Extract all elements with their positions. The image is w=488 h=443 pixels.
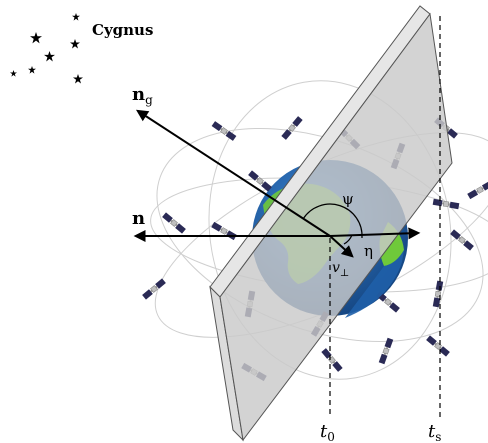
- psi-label: ψ: [342, 190, 354, 208]
- t0-label: t0: [320, 421, 335, 443]
- star-icon: [70, 39, 80, 49]
- earth-front: [345, 250, 404, 318]
- satellite-icon: [432, 280, 444, 308]
- ng-vector: [135, 109, 331, 237]
- n-label: n: [132, 208, 145, 229]
- eta-arc: [343, 234, 353, 245]
- ts-label: ts: [428, 421, 441, 443]
- v-perp-vector: [329, 235, 354, 258]
- eta-label: η: [364, 242, 373, 260]
- satellite-icon: [425, 335, 451, 357]
- detector-plane: [209, 5, 453, 442]
- star-icon: [10, 70, 17, 77]
- time-lines: [329, 16, 441, 418]
- vectors: [133, 109, 421, 258]
- satellite-icon: [466, 180, 488, 200]
- satellite-icon: [210, 221, 238, 241]
- constellation-cygnus: Cygnus: [10, 13, 153, 84]
- psi-arc: [302, 203, 363, 239]
- star-icon: [73, 74, 83, 84]
- star-icon: [44, 51, 55, 62]
- star-icon: [28, 66, 36, 74]
- satellite-icon: [247, 170, 273, 192]
- v-perp-label: v⊥: [332, 260, 349, 279]
- satellite-icon: [321, 347, 343, 373]
- star-icon: [30, 32, 42, 44]
- star-icon: [72, 13, 80, 21]
- plane-normal-vector: [329, 227, 421, 240]
- satellite-icon: [281, 115, 303, 141]
- constellation-label: Cygnus: [92, 21, 153, 39]
- angle-arcs: [302, 203, 363, 245]
- ng-label: ng: [132, 84, 153, 107]
- satellite-icon: [211, 120, 237, 142]
- satellite-icon: [141, 278, 167, 300]
